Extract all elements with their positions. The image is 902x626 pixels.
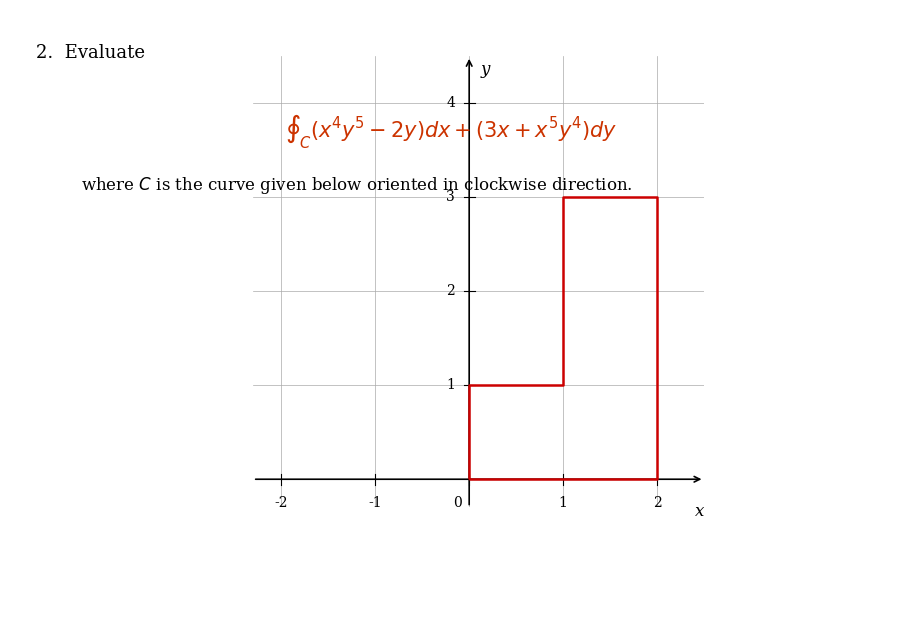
Text: 1: 1	[558, 496, 567, 510]
Text: 2: 2	[446, 284, 455, 298]
Text: -2: -2	[274, 496, 288, 510]
Text: 2: 2	[652, 496, 661, 510]
Text: y: y	[480, 61, 489, 78]
Text: 0: 0	[453, 496, 462, 510]
Text: $\oint_{C} (x^4y^5 - 2y)dx + (3x + x^5y^4)dy$: $\oint_{C} (x^4y^5 - 2y)dx + (3x + x^5y^…	[285, 113, 617, 151]
Text: where $C$ is the curve given below oriented in clockwise direction.: where $C$ is the curve given below orien…	[81, 175, 632, 197]
Text: 4: 4	[446, 96, 455, 110]
Text: 1: 1	[446, 378, 455, 392]
Text: -1: -1	[368, 496, 382, 510]
Text: 3: 3	[446, 190, 455, 204]
Text: x: x	[695, 503, 704, 520]
Text: 2.  Evaluate: 2. Evaluate	[36, 44, 145, 62]
